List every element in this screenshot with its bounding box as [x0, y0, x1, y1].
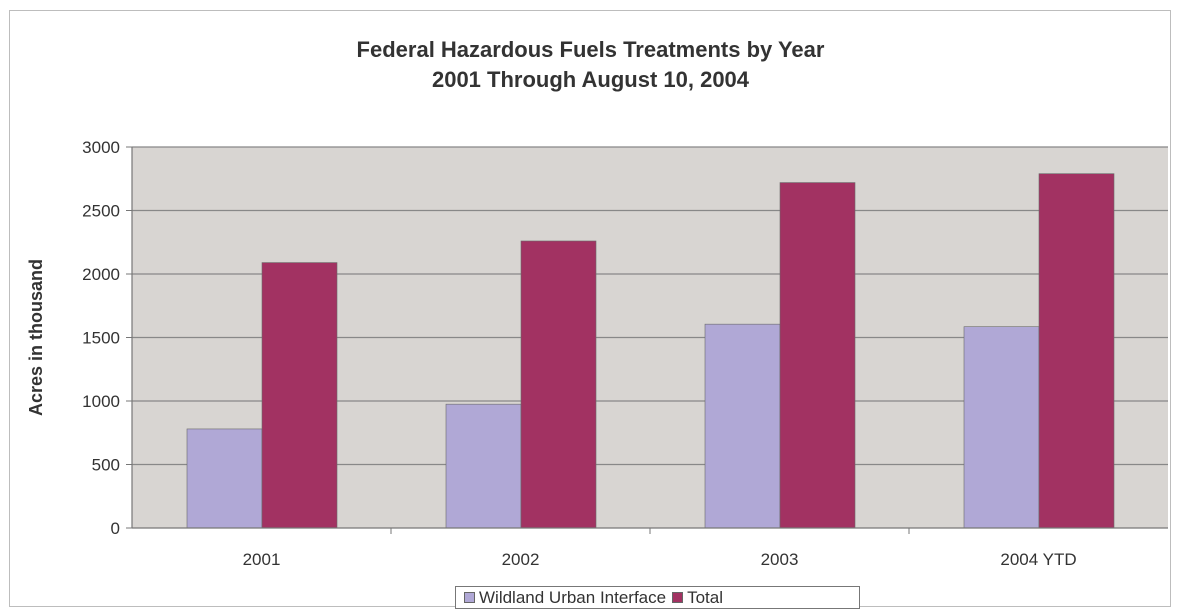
legend: Wildland Urban Interface Total — [455, 586, 860, 609]
x-tick-label: 2002 — [502, 550, 540, 569]
x-tick-label: 2003 — [761, 550, 799, 569]
bars — [186, 173, 1115, 529]
x-tick-label: 2004 YTD — [1000, 550, 1076, 569]
chart-title: Federal Hazardous Fuels Treatments by Ye… — [356, 37, 825, 62]
legend-label-total: Total — [687, 587, 724, 607]
bar-wui-2004-ytd — [963, 326, 1040, 529]
bar-total-2002 — [520, 240, 597, 529]
y-tick-label: 0 — [111, 519, 120, 538]
axes: 0 500 1000 1500 2000 2500 3000 2001 2002 2003 2004… — [82, 138, 1168, 569]
bar-total-2003 — [779, 182, 856, 529]
y-tick-label: 3000 — [82, 138, 120, 157]
bar-total-2001 — [261, 262, 338, 529]
legend-item-total: Total — [672, 588, 723, 608]
bar-wui-2003 — [704, 323, 781, 529]
y-tick-label: 500 — [92, 456, 120, 475]
x-tick-label: 2001 — [243, 550, 281, 569]
y-tick-label: 1500 — [82, 329, 120, 348]
y-tick-label: 2000 — [82, 265, 120, 284]
legend-label-wui: Wildland Urban Interface — [479, 587, 667, 607]
chart-subtitle: 2001 Through August 10, 2004 — [431, 67, 750, 92]
bar-total-2004-ytd — [1038, 173, 1115, 529]
y-axis-title: Acres in thousand — [26, 259, 46, 416]
legend-swatch-total — [672, 592, 684, 603]
bar-wui-2002 — [445, 403, 522, 529]
bar-wui-2001 — [186, 428, 263, 529]
legend-item-wui: Wildland Urban Interface — [464, 588, 666, 608]
chart-title-block: Federal Hazardous Fuels Treatments by Ye… — [0, 35, 1181, 95]
legend-swatch-wui — [464, 592, 475, 603]
y-tick-label: 1000 — [82, 392, 120, 411]
y-tick-label: 2500 — [82, 202, 120, 221]
